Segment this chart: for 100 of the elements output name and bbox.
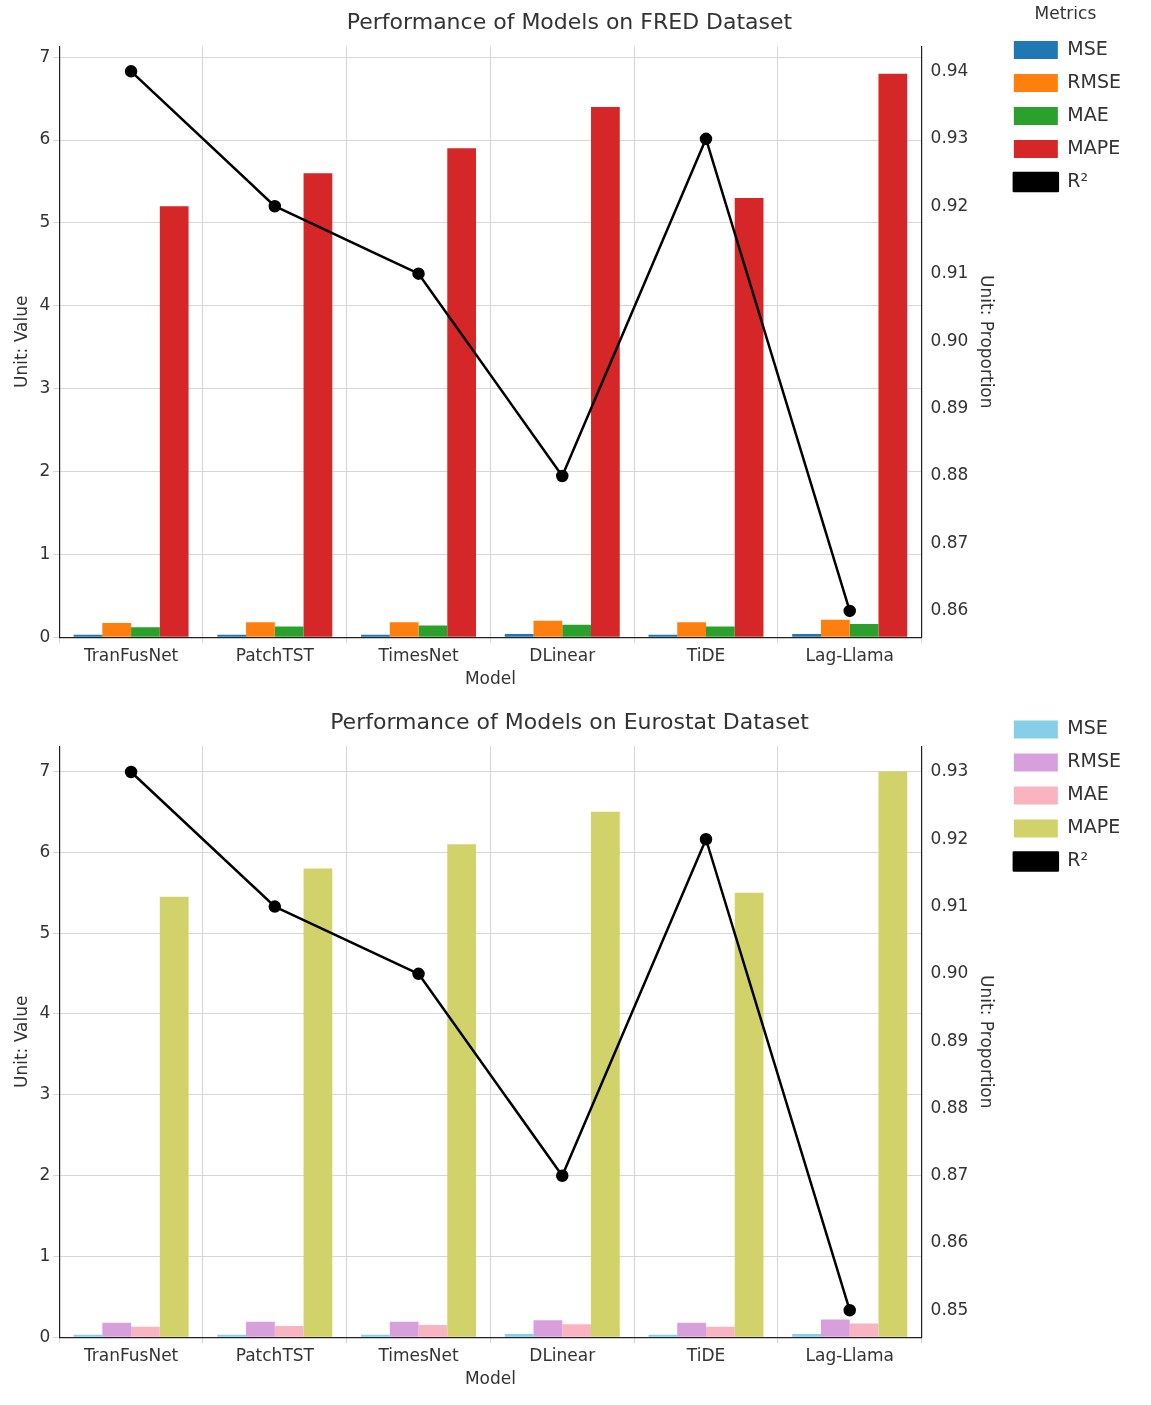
y-tick-label: 1	[39, 542, 51, 563]
y2-tick-label: 0.91	[930, 262, 969, 283]
y2-tick-label: 0.87	[930, 531, 969, 552]
y-tick-label: 6	[39, 840, 51, 861]
legend-label: R²	[1067, 848, 1089, 871]
x-tick-label: DLinear	[529, 1344, 596, 1365]
bar	[274, 626, 304, 637]
bar	[533, 620, 563, 637]
y2-tick-label: 0.86	[930, 599, 969, 620]
y2-tick-label: 0.89	[930, 396, 969, 417]
point	[843, 1304, 856, 1317]
y2-tick-label: 0.88	[930, 1096, 969, 1117]
x-axis-title: Model	[464, 1368, 516, 1389]
y2-tick-label: 0.89	[930, 1029, 969, 1050]
bar	[849, 1323, 879, 1337]
y-axis-title: Unit: Value	[10, 295, 31, 389]
bar	[820, 1319, 850, 1337]
chart-title: Performance of Models on FRED Dataset	[346, 8, 793, 34]
bar	[274, 1325, 304, 1337]
bar	[418, 625, 448, 637]
y2-tick-label: 0.86	[930, 1231, 969, 1252]
legend-label: MSE	[1067, 36, 1108, 59]
bar	[533, 1320, 563, 1337]
y-tick-label: 7	[39, 45, 51, 66]
y-tick-label: 5	[39, 211, 51, 232]
bar	[792, 1333, 821, 1337]
x-tick-label: DLinear	[529, 644, 596, 665]
point	[843, 604, 856, 618]
y-tick-label: 3	[39, 1083, 51, 1104]
x-tick-label: TimesNet	[377, 1344, 460, 1365]
y-tick-label: 2	[39, 459, 51, 480]
point	[268, 900, 282, 913]
y2-tick-label: 0.87	[930, 1164, 969, 1185]
bar	[418, 1325, 448, 1337]
point	[699, 132, 713, 146]
y2-tick-label: 0.93	[930, 760, 969, 781]
bar	[447, 148, 477, 637]
y2-tick-label: 0.91	[930, 894, 969, 915]
bar	[591, 811, 620, 1337]
bar	[820, 619, 850, 637]
y-tick-label: 7	[39, 759, 51, 780]
bar	[706, 626, 735, 637]
legend-label: RMSE	[1067, 69, 1122, 92]
x-tick-label: PatchTST	[235, 1344, 315, 1365]
y2-axis-title: Unit: Proportion	[977, 275, 998, 409]
y-tick-label: 0	[39, 625, 51, 646]
y-tick-label: 4	[39, 294, 51, 315]
legend-label: MAE	[1067, 102, 1109, 125]
y-tick-label: 0	[39, 1325, 51, 1346]
x-tick-label: TimesNet	[377, 644, 460, 665]
x-tick-label: TiDE	[685, 644, 726, 665]
bar	[389, 1321, 419, 1337]
bar	[677, 622, 706, 637]
point	[556, 1169, 569, 1182]
bar	[102, 623, 132, 637]
bar	[504, 1333, 534, 1337]
x-tick-label: TiDE	[685, 1344, 726, 1365]
y2-axis-title: Unit: Proportion	[977, 975, 998, 1109]
legend-label: MAPE	[1067, 135, 1121, 158]
bar	[303, 868, 333, 1337]
bar	[504, 633, 534, 637]
point	[412, 967, 425, 981]
legend-label: MAPE	[1067, 815, 1121, 838]
legend-title: Metrics	[1034, 2, 1097, 23]
point	[124, 765, 138, 779]
bar	[792, 633, 821, 637]
point	[556, 469, 569, 483]
point	[412, 267, 425, 280]
y2-tick-label: 0.88	[930, 464, 969, 485]
bar	[159, 896, 189, 1337]
chart-title: Performance of Models on Eurostat Dataset	[330, 708, 810, 734]
x-tick-label: Lag-Llama	[805, 644, 894, 665]
bar	[706, 1326, 735, 1337]
point	[268, 199, 282, 213]
bar	[447, 844, 477, 1337]
y2-tick-label: 0.94	[930, 59, 969, 80]
bar	[131, 1326, 160, 1337]
bar	[878, 73, 908, 637]
bar	[389, 622, 419, 637]
y-tick-label: 1	[39, 1244, 51, 1265]
y2-tick-label: 0.90	[930, 962, 969, 983]
legend-label: RMSE	[1067, 749, 1122, 772]
legend-label: R²	[1067, 168, 1089, 191]
bar	[849, 623, 879, 637]
x-axis-title: Model	[464, 668, 516, 689]
bar	[102, 1322, 132, 1337]
y-tick-label: 2	[39, 1163, 51, 1184]
bar	[562, 624, 592, 637]
bar	[246, 622, 275, 637]
x-tick-label: TranFusNet	[82, 1344, 179, 1365]
legend-label: MSE	[1067, 716, 1108, 739]
bar	[734, 892, 764, 1337]
bar	[591, 106, 620, 637]
legend-label: MAE	[1067, 782, 1109, 805]
y2-tick-label: 0.93	[930, 127, 969, 148]
bar	[562, 1324, 592, 1337]
bar	[878, 771, 908, 1337]
bar	[677, 1322, 706, 1337]
x-tick-label: TranFusNet	[82, 644, 179, 665]
bar	[303, 173, 333, 637]
